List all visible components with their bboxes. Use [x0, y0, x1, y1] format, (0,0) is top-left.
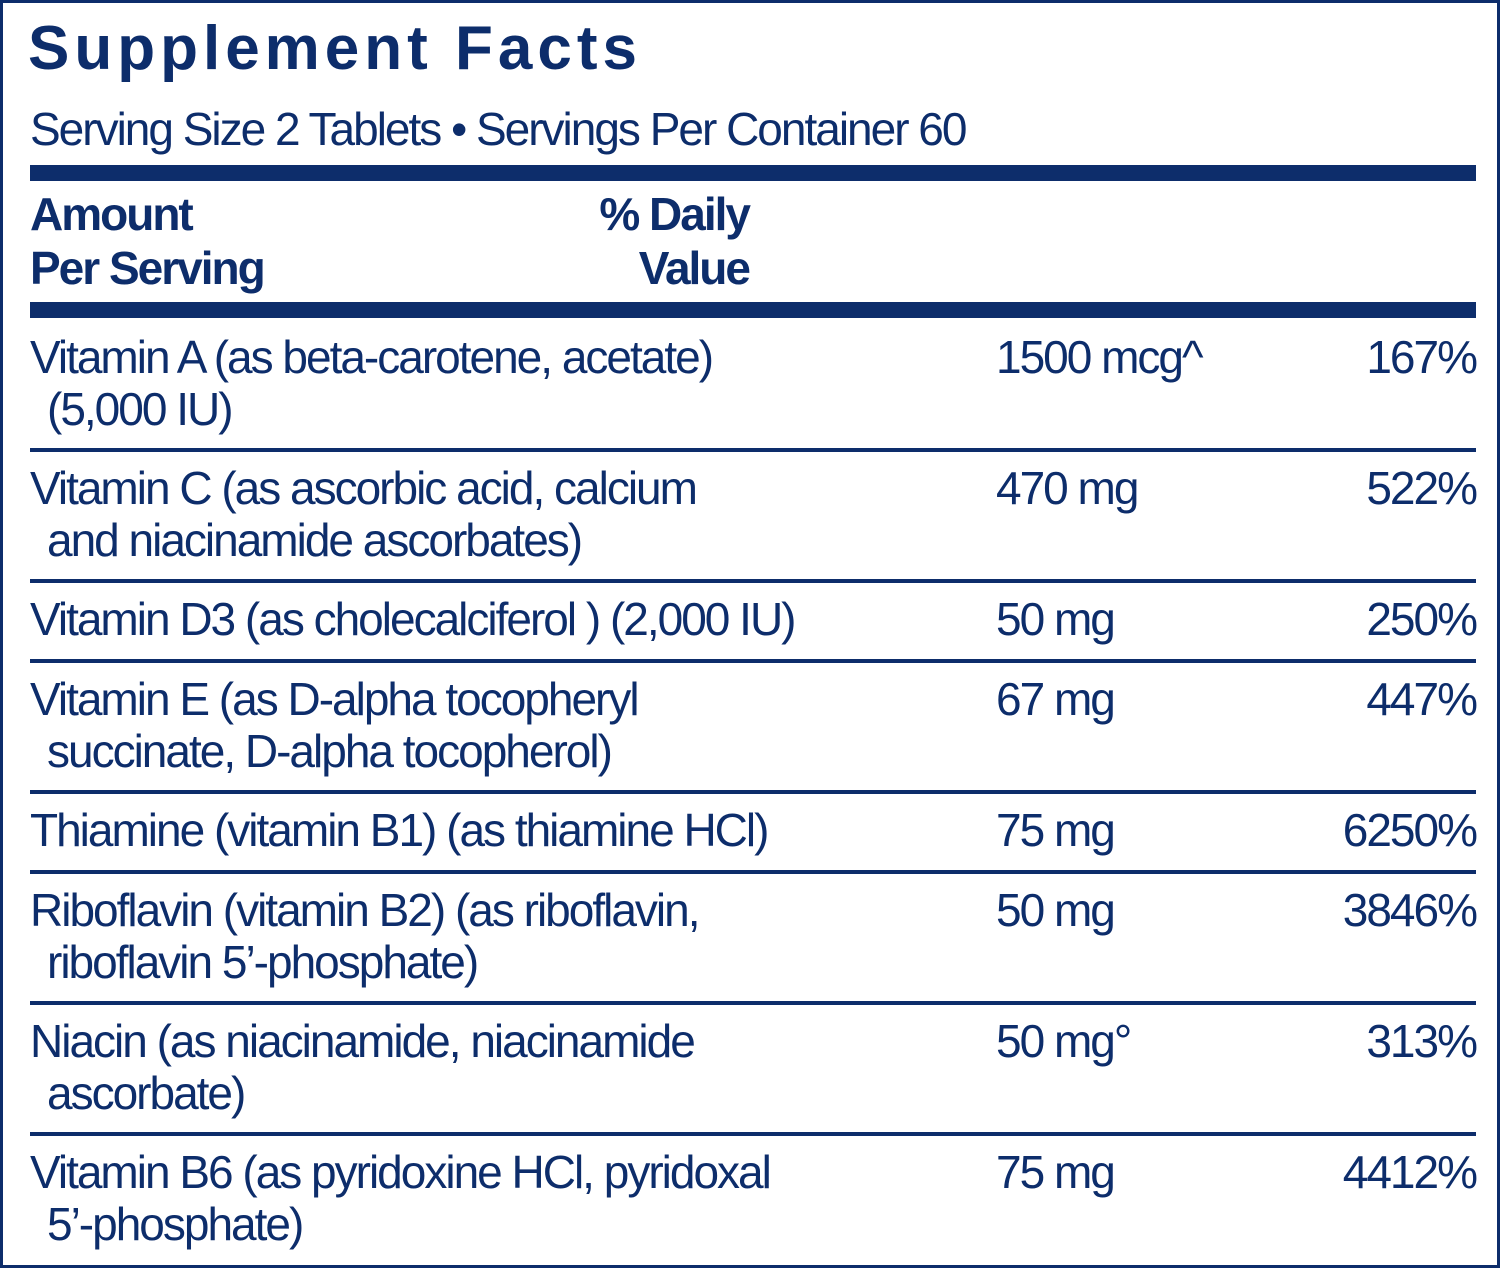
- nutrient-row: Thiamine (vitamin B1) (as thiamine HCl) …: [30, 794, 1478, 874]
- nutrient-row: Vitamin C (as ascorbic acid, calcium and …: [30, 452, 1478, 583]
- nutrient-name: Vitamin A (as beta-carotene, acetate) (5,…: [30, 331, 714, 435]
- nutrient-amount: 67 mg: [996, 673, 1116, 725]
- header-dv-line1: % Daily: [599, 188, 751, 240]
- nutrient-amount: 75 mg: [996, 1146, 1116, 1198]
- nutrient-name: Niacin (as niacinamide, niacinamide ascor…: [30, 1015, 696, 1119]
- nutrient-amount: 470 mg: [996, 462, 1139, 514]
- serving-info: Serving Size 2 Tablets • Servings Per Co…: [30, 103, 967, 155]
- nutrient-row: Vitamin D3 (as cholecalciferol ) (2,000 …: [30, 583, 1478, 663]
- nutrient-name: Thiamine (vitamin B1) (as thiamine HCl): [30, 804, 769, 856]
- nutrient-row: Vitamin B6 (as pyridoxine HCl, pyridoxal…: [30, 1136, 1478, 1267]
- nutrient-daily-value: 522%: [1366, 462, 1478, 514]
- nutrient-amount: 50 mg: [996, 884, 1116, 936]
- daily-value-header: % Daily Value: [563, 187, 751, 295]
- nutrient-name: Vitamin E (as D-alpha tocopheryl succinat…: [30, 673, 640, 777]
- nutrient-daily-value: 313%: [1366, 1015, 1478, 1067]
- nutrient-daily-value: 4412%: [1342, 1146, 1478, 1198]
- nutrient-name: Vitamin B6 (as pyridoxine HCl, pyridoxal…: [30, 1146, 772, 1250]
- thick-divider: [30, 165, 1476, 181]
- nutrient-table: Vitamin A (as beta-carotene, acetate) (5,…: [30, 321, 1478, 1267]
- thick-divider: [30, 302, 1476, 318]
- nutrient-name: Vitamin D3 (as cholecalciferol ) (2,000 …: [30, 593, 796, 645]
- nutrient-name: Riboflavin (vitamin B2) (as riboflavin, r…: [30, 884, 700, 988]
- amount-per-serving-header: Amount Per Serving: [30, 187, 266, 295]
- nutrient-amount: 75 mg: [996, 804, 1116, 856]
- nutrient-daily-value: 3846%: [1342, 884, 1478, 936]
- header-amount-line2: Per Serving: [30, 242, 266, 294]
- nutrient-amount: 50 mg°: [996, 1015, 1132, 1067]
- panel-title: Supplement Facts: [28, 14, 642, 83]
- nutrient-amount: 50 mg: [996, 593, 1116, 645]
- nutrient-row: Vitamin E (as D-alpha tocopheryl succinat…: [30, 663, 1478, 794]
- header-dv-line2: Value: [638, 242, 751, 294]
- nutrient-daily-value: 250%: [1366, 593, 1478, 645]
- nutrient-daily-value: 447%: [1366, 673, 1478, 725]
- nutrient-daily-value: 167%: [1366, 331, 1478, 383]
- nutrient-row: Riboflavin (vitamin B2) (as riboflavin, r…: [30, 874, 1478, 1005]
- header-amount-line1: Amount: [30, 188, 194, 240]
- nutrient-amount: 1500 mcg^: [996, 331, 1204, 383]
- nutrient-name: Vitamin C (as ascorbic acid, calcium and …: [30, 462, 698, 566]
- nutrient-row: Vitamin A (as beta-carotene, acetate) (5,…: [30, 321, 1478, 452]
- nutrient-daily-value: 6250%: [1342, 804, 1478, 856]
- nutrient-row: Niacin (as niacinamide, niacinamide ascor…: [30, 1005, 1478, 1136]
